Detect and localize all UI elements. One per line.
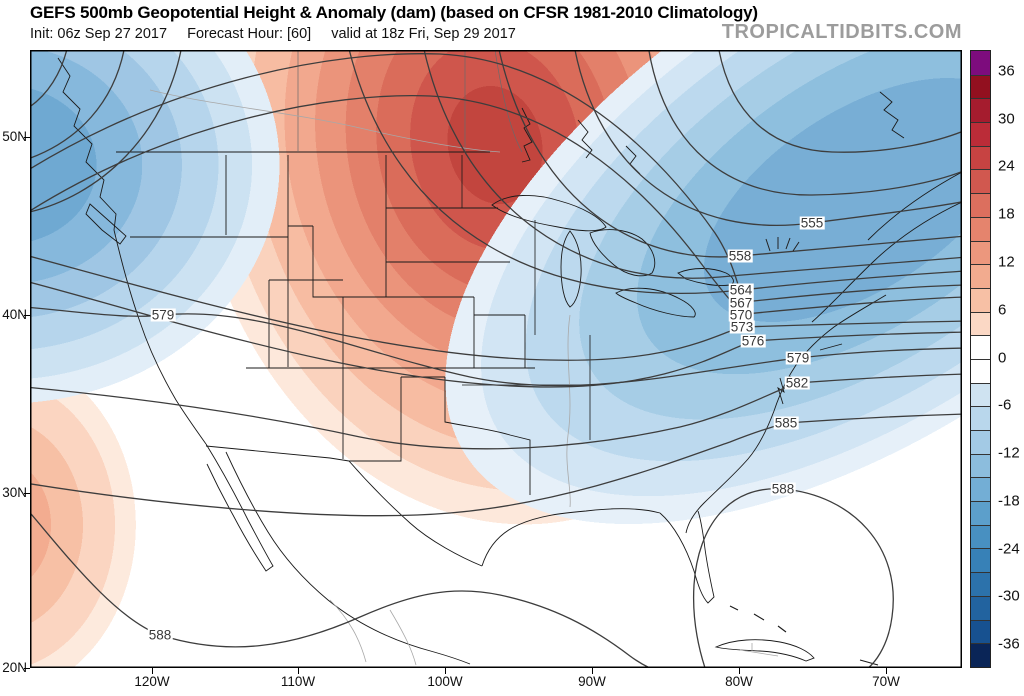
lat-label-30N: 30N bbox=[2, 485, 27, 500]
watermark: TROPICALTIDBITS.COM bbox=[721, 21, 962, 43]
colorbar-segment-21 bbox=[971, 548, 990, 573]
init-time: Init: 06z Sep 27 2017 bbox=[30, 26, 168, 42]
colorbar-segment-17 bbox=[971, 453, 990, 478]
contour-label-564: 564 bbox=[728, 282, 754, 298]
contour-label-570: 570 bbox=[728, 307, 754, 323]
geography-borders bbox=[57, 50, 962, 666]
colorbar-tick--18: -18 bbox=[998, 492, 1020, 510]
lat-tick-40N bbox=[24, 315, 30, 316]
lon-tick-90W bbox=[592, 668, 593, 674]
valid-time: valid at 18z Fri, Sep 29 2017 bbox=[331, 26, 516, 42]
colorbar-segment-5 bbox=[971, 169, 990, 194]
colorbar-tick-30: 30 bbox=[998, 110, 1015, 128]
colorbar-tick--12: -12 bbox=[998, 444, 1020, 462]
lon-tick-110W bbox=[298, 668, 299, 674]
contour-label-555: 555 bbox=[799, 215, 825, 231]
lon-label-90W: 90W bbox=[578, 674, 606, 689]
forecast-hour: Forecast Hour: [60] bbox=[187, 26, 312, 42]
lon-tick-100W bbox=[445, 668, 446, 674]
wind-hatch-marks bbox=[765, 237, 800, 252]
colorbar bbox=[970, 50, 991, 668]
colorbar-segment-0 bbox=[971, 51, 990, 75]
lat-tick-20N bbox=[24, 668, 30, 669]
colorbar-segment-24 bbox=[971, 619, 990, 644]
lon-label-120W: 120W bbox=[134, 674, 170, 689]
colorbar-segment-3 bbox=[971, 122, 990, 146]
model-run-info: Init: 06z Sep 27 2017 Forecast Hour: [60… bbox=[30, 26, 532, 42]
lat-label-50N: 50N bbox=[2, 129, 27, 144]
colorbar-segment-20 bbox=[971, 524, 990, 549]
lat-tick-50N bbox=[24, 137, 30, 138]
colorbar-tick-6: 6 bbox=[998, 301, 1007, 319]
lon-label-110W: 110W bbox=[280, 674, 316, 689]
lat-tick-30N bbox=[24, 493, 30, 494]
colorbar-segment-12 bbox=[971, 335, 990, 359]
contour-label-588: 588 bbox=[770, 481, 796, 497]
colorbar-tick-36: 36 bbox=[998, 62, 1015, 80]
colorbar-segment-19 bbox=[971, 501, 990, 525]
colorbar-segment-14 bbox=[971, 382, 990, 407]
colorbar-segment-9 bbox=[971, 264, 990, 288]
lat-label-40N: 40N bbox=[2, 307, 27, 322]
contour-label-579: 579 bbox=[785, 350, 811, 366]
contour-label-588: 588 bbox=[147, 627, 173, 643]
map-frame bbox=[30, 50, 962, 668]
colorbar-segment-23 bbox=[971, 595, 990, 620]
colorbar-tick-24: 24 bbox=[998, 157, 1015, 175]
colorbar-segment-18 bbox=[971, 477, 990, 502]
lon-label-80W: 80W bbox=[725, 674, 753, 689]
lon-label-100W: 100W bbox=[427, 674, 463, 689]
contour-label-576: 576 bbox=[740, 333, 766, 349]
colorbar-segment-6 bbox=[971, 193, 990, 217]
colorbar-segment-10 bbox=[971, 287, 990, 312]
page-title: GEFS 500mb Geopotential Height & Anomaly… bbox=[30, 3, 758, 22]
colorbar-segment-15 bbox=[971, 406, 990, 430]
contour-label-582: 582 bbox=[784, 375, 810, 391]
contour-label-567: 567 bbox=[728, 295, 754, 311]
lon-tick-80W bbox=[739, 668, 740, 674]
contour-label-585: 585 bbox=[773, 415, 799, 431]
colorbar-segment-1 bbox=[971, 74, 990, 99]
colorbar-segment-11 bbox=[971, 311, 990, 336]
colorbar-tick--6: -6 bbox=[998, 396, 1012, 414]
colorbar-segment-8 bbox=[971, 240, 990, 265]
colorbar-tick--24: -24 bbox=[998, 540, 1020, 558]
colorbar-tick-18: 18 bbox=[998, 205, 1015, 223]
colorbar-segment-25 bbox=[971, 643, 990, 667]
colorbar-tick--36: -36 bbox=[998, 635, 1020, 653]
contour-label-558: 558 bbox=[727, 248, 753, 264]
map-svg bbox=[30, 50, 962, 668]
colorbar-tick--30: -30 bbox=[998, 587, 1020, 605]
contour-label-579: 579 bbox=[150, 307, 176, 323]
colorbar-segment-4 bbox=[971, 145, 990, 170]
colorbar-tick-12: 12 bbox=[998, 253, 1015, 271]
colorbar-segment-22 bbox=[971, 572, 990, 596]
colorbar-segment-16 bbox=[971, 430, 990, 454]
colorbar-tick-0: 0 bbox=[998, 349, 1007, 367]
colorbar-segment-2 bbox=[971, 98, 990, 123]
contour-label-573: 573 bbox=[729, 319, 755, 335]
map-area: 555 558 564 567 570 573 576 579 582 585 588 579 588 bbox=[30, 50, 962, 668]
lon-label-70W: 70W bbox=[872, 674, 900, 689]
colorbar-segment-7 bbox=[971, 216, 990, 241]
colorbar-segment-13 bbox=[971, 358, 990, 383]
lon-tick-70W bbox=[886, 668, 887, 674]
lon-tick-120W bbox=[152, 668, 153, 674]
contour-lines bbox=[30, 50, 962, 668]
lat-label-20N: 20N bbox=[2, 660, 27, 675]
